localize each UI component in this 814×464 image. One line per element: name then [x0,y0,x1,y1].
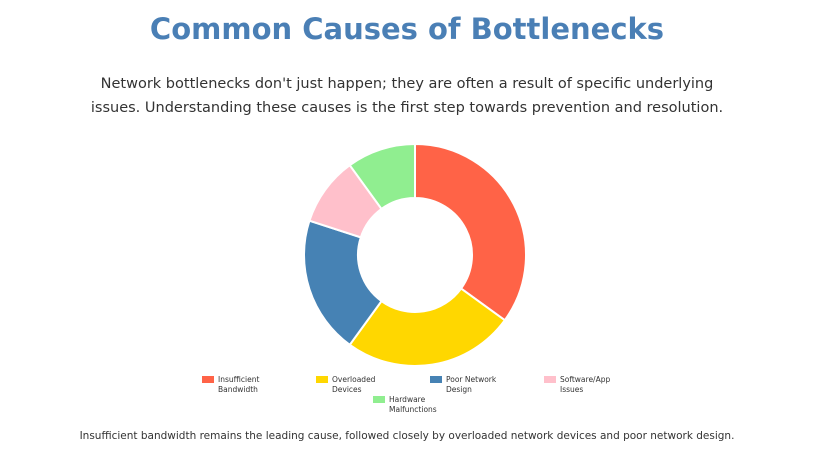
chart [303,142,527,367]
chart-subtitle: Network bottlenecks don't just happen; t… [90,76,724,116]
slice [348,142,416,211]
legend-label: Insufficient Bandwidth [218,375,260,394]
legend-label: Overloaded Devices [332,375,376,394]
legend-swatch [316,376,328,383]
legend-item: Software/App Issues [536,375,650,395]
legend-item: Overloaded Devices [308,375,422,395]
legend-swatch [430,376,442,383]
legend-item: Insufficient Bandwidth [194,375,308,395]
legend: Insufficient Bandwidth Overloaded Devices… [192,375,652,415]
legend-label: Hardware Malfunctions [389,395,437,414]
chart-title: Common Causes of Bottlenecks [149,12,665,46]
caption: Insufficient bandwidth remains the leadi… [79,430,735,442]
legend-item: Hardware Malfunctions [365,395,479,415]
legend-label: Software/App Issues [560,375,611,394]
legend-item: Poor Network Design [422,375,536,395]
legend-label: Poor Network Design [446,375,497,394]
legend-swatch [373,396,385,403]
slice [348,287,507,367]
legend-swatch [544,376,556,383]
legend-swatch [202,376,214,383]
slice [414,142,527,322]
